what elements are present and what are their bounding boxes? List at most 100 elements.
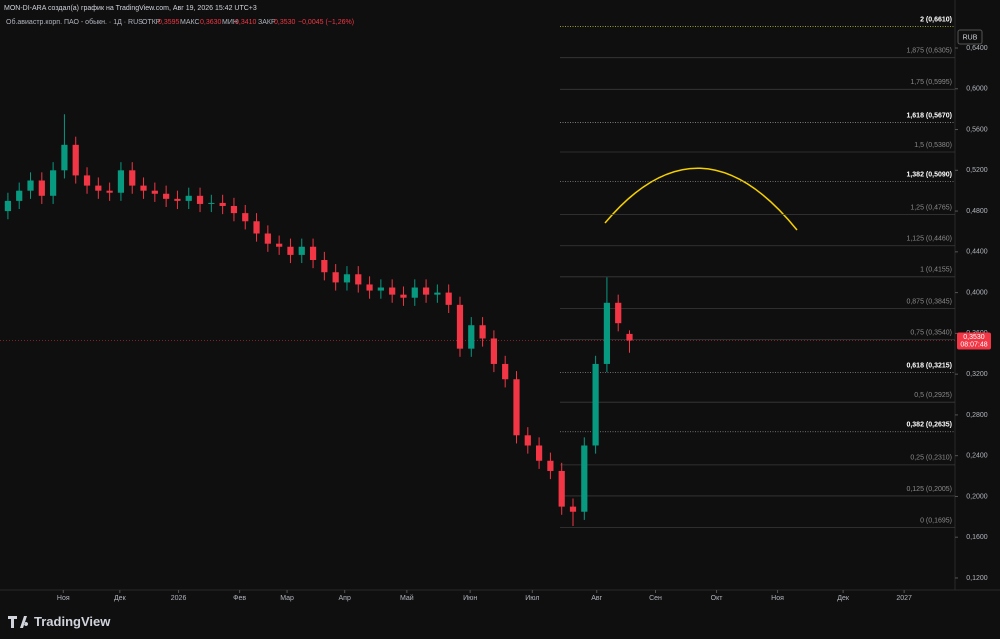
credit: MON-DI-ARA создал(а) график на TradingVi… bbox=[4, 5, 257, 12]
candle-body bbox=[389, 287, 396, 295]
candle-body bbox=[38, 180, 45, 196]
candle-body bbox=[592, 363, 599, 446]
candle-body bbox=[230, 205, 238, 214]
candle-body bbox=[129, 170, 136, 186]
countdown: 08:07:48 bbox=[960, 341, 987, 348]
candle-body bbox=[456, 304, 464, 349]
fib-label: 0,5 (0,2925) bbox=[914, 392, 952, 399]
y-tick-label: 0,4000 bbox=[966, 289, 988, 296]
fib-label: 0 (0,1695) bbox=[920, 517, 952, 524]
fib-label: 1,75 (0,5995) bbox=[910, 79, 952, 86]
high-value: 0,3630 bbox=[200, 19, 222, 26]
candle-body bbox=[276, 243, 283, 247]
open-value: 0,3595 bbox=[158, 19, 180, 26]
candle-body bbox=[264, 233, 271, 244]
candle-body bbox=[513, 379, 520, 436]
candle-body bbox=[366, 284, 373, 291]
candle-body bbox=[72, 144, 79, 176]
x-tick-label: Сен bbox=[649, 595, 662, 602]
y-tick-label: 0,4800 bbox=[966, 208, 988, 215]
candle-body bbox=[106, 190, 113, 193]
fib-label: 1,382 (0,5090) bbox=[906, 171, 952, 178]
candle-body bbox=[581, 445, 588, 512]
candle-body bbox=[140, 185, 147, 191]
candle-body bbox=[626, 333, 633, 341]
candle-body bbox=[355, 274, 362, 285]
currency-box[interactable] bbox=[957, 29, 983, 45]
candle-body bbox=[95, 185, 102, 191]
candle-body bbox=[298, 246, 305, 255]
x-tick-label: Авг bbox=[591, 595, 602, 602]
candle-body bbox=[196, 195, 204, 204]
fib-label: 0,875 (0,3845) bbox=[906, 298, 952, 305]
candle-body bbox=[242, 213, 249, 222]
candle-body bbox=[61, 144, 68, 171]
candle-body bbox=[400, 294, 407, 298]
y-tick-label: 0,1200 bbox=[966, 575, 988, 582]
candle-body bbox=[343, 274, 351, 283]
candle-body bbox=[4, 200, 12, 212]
candle-body bbox=[377, 287, 384, 291]
candle-body bbox=[174, 198, 181, 201]
x-tick-label: Мар bbox=[280, 595, 294, 602]
close-value: 0,3530 bbox=[274, 19, 296, 26]
y-tick-label: 0,3200 bbox=[966, 371, 988, 378]
y-tick-label: 0,2800 bbox=[966, 412, 988, 419]
candle-body bbox=[185, 195, 192, 201]
candle-body bbox=[445, 292, 452, 305]
y-tick-label: 0,1600 bbox=[966, 534, 988, 541]
fib-label: 1,875 (0,6305) bbox=[906, 48, 952, 55]
candle-body bbox=[253, 221, 260, 234]
candle-body bbox=[151, 190, 158, 194]
open-label: ОТКР bbox=[142, 19, 161, 26]
candle-body bbox=[83, 175, 91, 186]
y-tick-label: 0,2000 bbox=[966, 493, 988, 500]
currency[interactable]: RUB bbox=[963, 34, 978, 41]
arc-drawing bbox=[604, 167, 798, 231]
logo-mark bbox=[8, 616, 29, 628]
x-tick-label: 2027 bbox=[896, 595, 912, 602]
x-tick-label: Апр bbox=[339, 595, 351, 602]
fib-label: 1,125 (0,4460) bbox=[906, 236, 952, 243]
last-price-tag bbox=[957, 332, 991, 350]
candle-body bbox=[163, 193, 170, 199]
candle-body bbox=[558, 470, 565, 507]
candle-body bbox=[434, 292, 441, 295]
x-tick-label: Май bbox=[400, 594, 414, 602]
candle-body bbox=[50, 170, 57, 196]
fib-label: 1,618 (0,5670) bbox=[906, 112, 952, 119]
candle-body bbox=[411, 287, 418, 298]
candle-body bbox=[479, 325, 486, 339]
y-tick-label: 0,6400 bbox=[966, 45, 988, 52]
close-label: ЗАКР bbox=[258, 19, 276, 26]
y-tick-label: 0,4400 bbox=[966, 249, 988, 256]
fib-label: 0,25 (0,2310) bbox=[910, 455, 952, 462]
x-tick-label: Фев bbox=[233, 595, 246, 602]
fib-label: 1 (0,4155) bbox=[920, 267, 952, 274]
candle-body bbox=[287, 246, 294, 255]
x-tick-label: Июл bbox=[525, 595, 539, 602]
candle-body bbox=[468, 325, 475, 349]
x-tick-label: Дек bbox=[837, 595, 850, 602]
x-tick-label: Окт bbox=[711, 595, 724, 602]
change-value: −0,0045 (−1,26%) bbox=[298, 19, 354, 26]
fib-label: 0,75 (0,3540) bbox=[910, 329, 952, 336]
logo-text: TradingView bbox=[34, 614, 111, 629]
candle-body bbox=[502, 363, 509, 380]
x-tick-label: Июн bbox=[463, 595, 477, 602]
candle-body bbox=[603, 302, 611, 364]
symbol: Об.авиастр.корп. ПАО - обыкн. · 1Д · RUS bbox=[6, 18, 143, 26]
candle-body bbox=[332, 272, 339, 283]
candle-body bbox=[309, 246, 317, 260]
last-price-label: 0,3530 bbox=[963, 334, 985, 341]
candle-body bbox=[547, 460, 554, 471]
high-label: МАКС bbox=[180, 19, 200, 26]
candle-body bbox=[422, 287, 430, 295]
fib-label: 1,25 (0,4765) bbox=[910, 204, 952, 211]
low-value: 0,3410 bbox=[235, 19, 257, 26]
candle-body bbox=[16, 190, 23, 201]
candle-body bbox=[615, 302, 622, 324]
candle-body bbox=[27, 180, 34, 191]
